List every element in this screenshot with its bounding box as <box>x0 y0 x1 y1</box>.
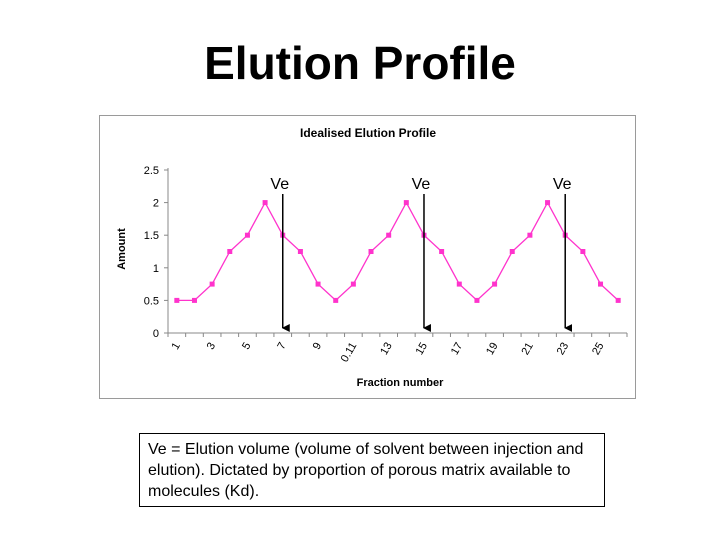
y-axis-label: Amount <box>116 228 128 270</box>
annotations: Ve Ve Ve <box>270 176 573 332</box>
data-point <box>368 249 374 254</box>
data-point <box>545 200 551 206</box>
data-point <box>509 249 515 254</box>
data-point <box>615 297 621 303</box>
x-tick-label: 0.11 <box>339 341 360 365</box>
slide-title: Elution Profile <box>204 37 516 89</box>
data-points <box>174 200 621 303</box>
data-point <box>474 297 480 303</box>
chart-frame: Idealised Elution Profile Amount Fractio… <box>99 115 636 399</box>
data-point <box>492 281 498 287</box>
data-point <box>386 232 392 238</box>
data-point <box>456 281 462 287</box>
caption-box: Ve = Elution volume (volume of solvent b… <box>139 433 605 507</box>
series-line <box>176 201 619 302</box>
data-point <box>297 249 303 254</box>
axes: 00.511.522.51 3 5 7 9 0.11 13 15 17 19 21 23 25 <box>144 165 628 365</box>
x-tick-label: 19 <box>484 341 501 358</box>
x-tick-label: 13 <box>378 341 395 358</box>
chart-title: Idealised Elution Profile <box>300 126 436 140</box>
data-point <box>209 281 215 287</box>
x-tick-label: 21 <box>519 341 536 358</box>
data-point <box>580 249 586 254</box>
data-point <box>262 200 268 206</box>
data-point <box>191 297 197 303</box>
x-tick-label: 5 <box>240 341 253 352</box>
y-tick-label: 0.5 <box>144 295 159 307</box>
x-tick-label: 23 <box>555 341 572 358</box>
x-axis-label: Fraction number <box>357 377 445 389</box>
data-point <box>350 281 356 287</box>
ve-label: Ve <box>553 176 572 193</box>
data-point <box>244 232 250 238</box>
data-point <box>174 297 180 303</box>
series-polyline <box>176 201 619 302</box>
data-point <box>403 200 409 206</box>
x-tick-label: 7 <box>275 341 288 352</box>
data-point <box>227 249 233 254</box>
data-point <box>598 281 604 287</box>
x-tick-label: 3 <box>205 341 218 352</box>
data-point <box>333 297 339 303</box>
y-tick-label: 2 <box>153 198 159 210</box>
x-tick-label: 25 <box>590 341 607 358</box>
elution-chart: Idealised Elution Profile Amount Fractio… <box>116 126 628 389</box>
y-tick-label: 1.5 <box>144 230 159 242</box>
x-tick-label: 15 <box>414 341 431 358</box>
x-tick-label: 1 <box>169 341 182 352</box>
data-point <box>315 281 321 287</box>
ve-label: Ve <box>270 176 289 193</box>
data-point <box>527 232 533 238</box>
ve-label: Ve <box>412 176 431 193</box>
y-tick-label: 1 <box>153 263 159 275</box>
x-tick-label: 9 <box>311 341 324 352</box>
y-tick-label: 0 <box>153 328 159 340</box>
y-tick-label: 2.5 <box>144 165 159 177</box>
x-tick-label: 17 <box>449 341 466 358</box>
data-point <box>439 249 445 254</box>
